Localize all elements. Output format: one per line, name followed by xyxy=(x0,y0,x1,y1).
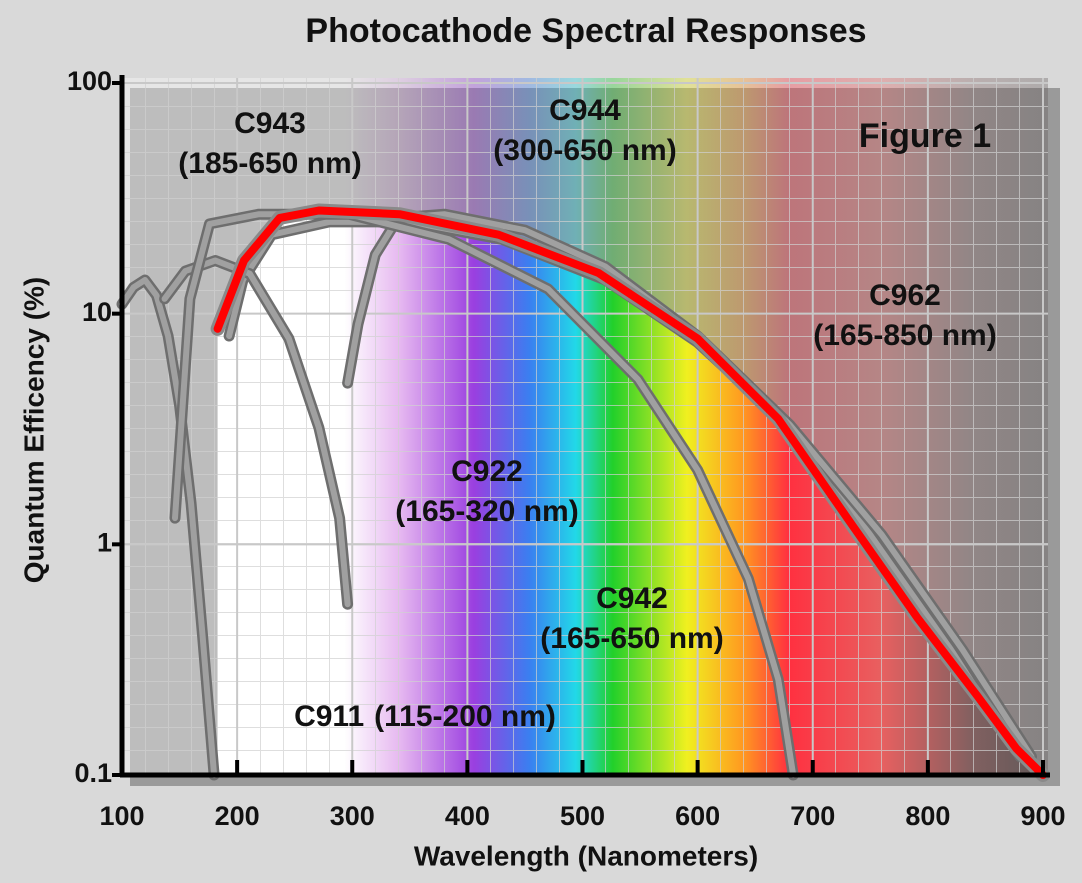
series-name: C943 xyxy=(234,107,306,140)
x-tick-label: 700 xyxy=(790,801,835,831)
series-label: C943 (185-650 nm) xyxy=(178,107,361,180)
line xyxy=(161,257,351,608)
line xyxy=(172,211,797,778)
series-name: C962 xyxy=(869,279,941,312)
line xyxy=(119,277,218,778)
chart-title: Photocathode Spectral Responses xyxy=(305,12,866,50)
y-tick-label: 10 xyxy=(82,297,112,327)
y-tick-label: 0.1 xyxy=(74,758,112,788)
series-label: C962 (165-850 nm) xyxy=(813,279,996,352)
series-range: (165-650 nm) xyxy=(540,622,723,655)
series-range: (300-650 nm) xyxy=(493,134,676,167)
x-tick-label: 500 xyxy=(560,801,605,831)
y-axis-label: Quantum Efficency (%) xyxy=(18,277,49,583)
x-tick-label: 300 xyxy=(330,801,375,831)
x-tick-label: 800 xyxy=(905,801,950,831)
series-range: (115-200 nm) xyxy=(374,700,556,733)
plot xyxy=(116,78,1050,782)
series-label: C942 (165-650 nm) xyxy=(540,582,723,655)
series-label: C911 (115-200 nm) xyxy=(294,700,556,733)
fine-grid xyxy=(122,78,1048,775)
series-name: C922 xyxy=(451,455,523,488)
series-label: C922 (165-320 nm) xyxy=(395,455,578,528)
series-range: (165-320 nm) xyxy=(395,495,578,528)
line xyxy=(213,206,1047,779)
series-range: (165-850 nm) xyxy=(813,319,996,352)
y-tick-label: 100 xyxy=(67,66,112,96)
x-tick-label: 200 xyxy=(215,801,260,831)
series-name: C911 xyxy=(294,700,364,733)
x-tick-label: 100 xyxy=(99,801,144,831)
series-name: C944 xyxy=(549,94,621,127)
y-tick-label: 1 xyxy=(97,527,112,557)
series-range: (185-650 nm) xyxy=(178,147,361,180)
series-name: C942 xyxy=(596,582,668,615)
x-tick-label: 900 xyxy=(1020,801,1065,831)
x-axis-label: Wavelength (Nanometers) xyxy=(414,840,758,871)
series-label: C944 (300-650 nm) xyxy=(493,94,676,167)
x-tick-label: 600 xyxy=(675,801,720,831)
x-tick-label: 400 xyxy=(445,801,490,831)
figure-label: Figure 1 xyxy=(859,117,991,155)
line xyxy=(344,211,1035,760)
